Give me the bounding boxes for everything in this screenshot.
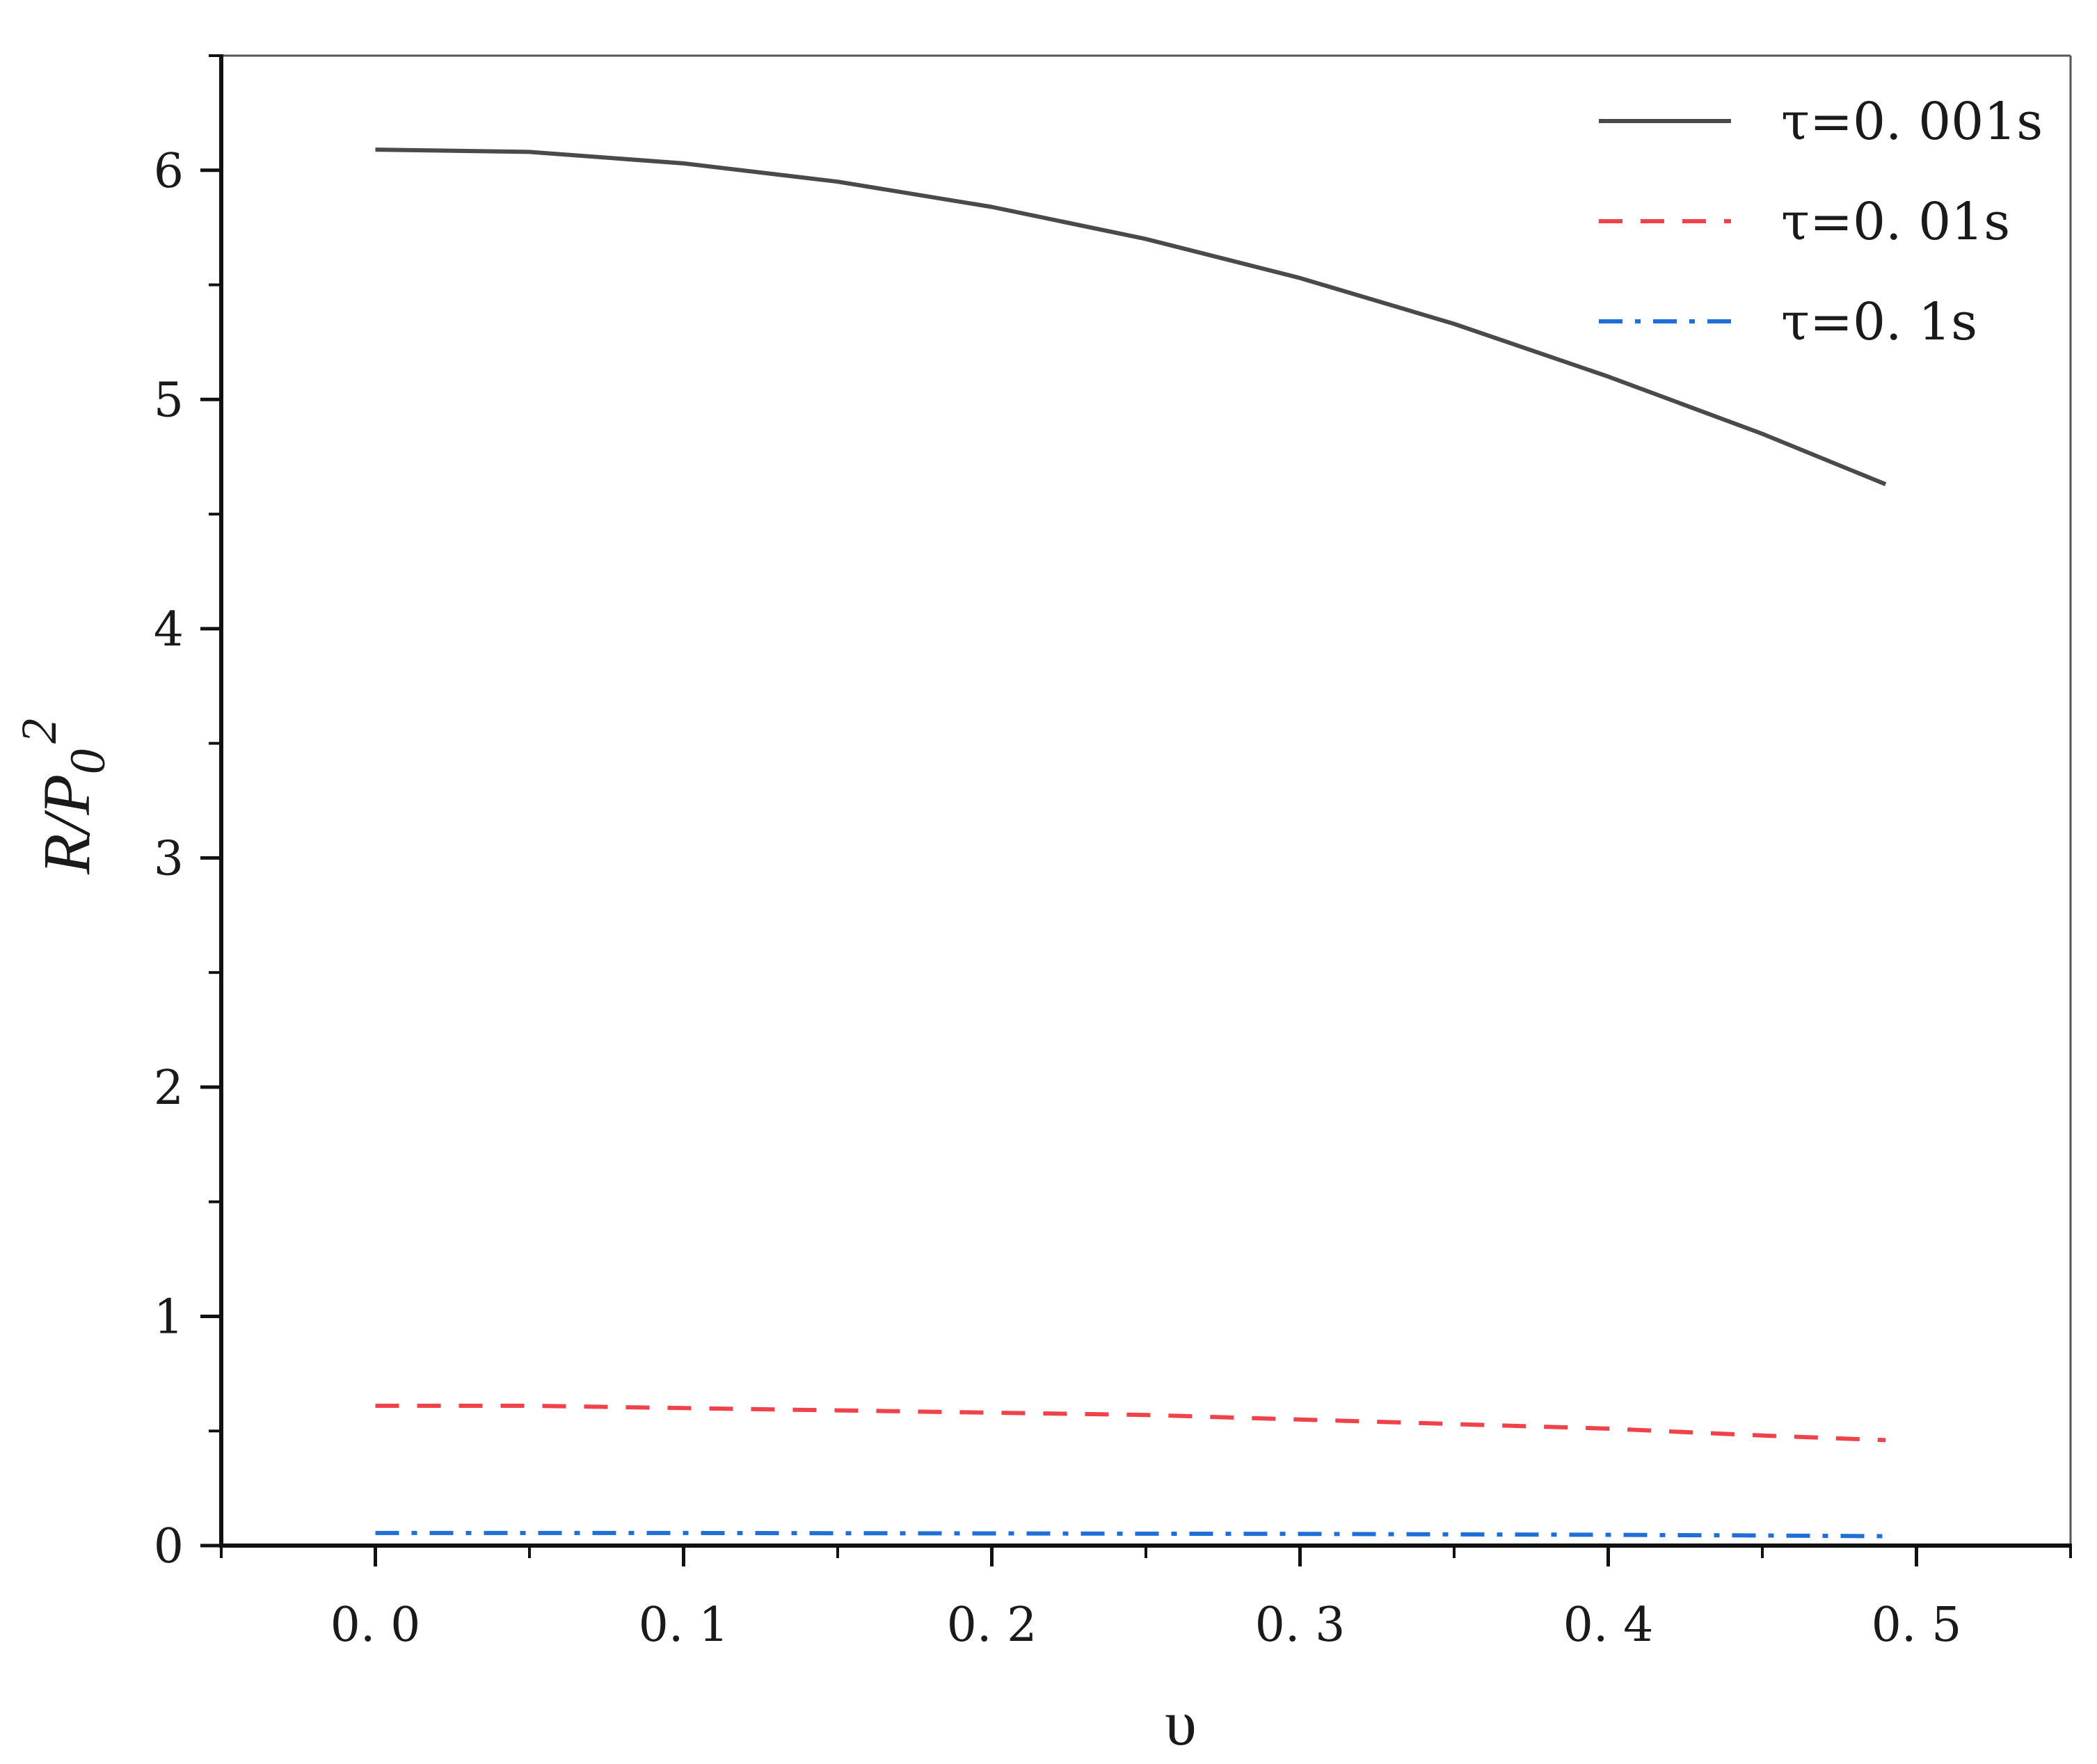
x-tick-label: 0. 1 xyxy=(639,1598,729,1653)
series-line-2 xyxy=(375,1404,1886,1443)
y-axis-title-base: R/P xyxy=(29,774,104,875)
legend-label-1: τ=0. 001s xyxy=(1781,92,2043,152)
legend-label-2: τ=0. 01s xyxy=(1781,192,2010,252)
series-line-3 xyxy=(375,1530,1886,1539)
x-axis-title: υ xyxy=(1165,1687,1197,1758)
y-axis-title: R/P0 2 xyxy=(11,719,115,875)
x-tick-label: 0. 3 xyxy=(1255,1598,1346,1653)
y-tick-label: 4 xyxy=(154,602,184,657)
y-axis-title-superscript: 2 xyxy=(11,719,67,744)
x-tick-label: 0. 0 xyxy=(330,1598,421,1653)
y-tick-label: 6 xyxy=(154,144,184,199)
y-tick-label: 0 xyxy=(154,1519,184,1574)
x-tick-label: 0. 5 xyxy=(1872,1598,1962,1653)
legend-label-3: τ=0. 1s xyxy=(1781,292,1977,352)
y-axis-title-subscript: 0 xyxy=(60,749,115,774)
y-tick-label: 2 xyxy=(154,1061,184,1116)
x-tick-label: 0. 2 xyxy=(947,1598,1037,1653)
y-tick-label: 5 xyxy=(154,373,184,428)
y-tick-label: 3 xyxy=(154,831,184,886)
x-tick-label: 0. 4 xyxy=(1563,1598,1654,1653)
series-line-1 xyxy=(375,147,1887,486)
y-tick-label: 1 xyxy=(154,1290,184,1345)
legend: τ=0. 001s τ=0. 01s τ=0. 1s xyxy=(1599,92,2043,352)
plot-area xyxy=(375,147,1887,1539)
